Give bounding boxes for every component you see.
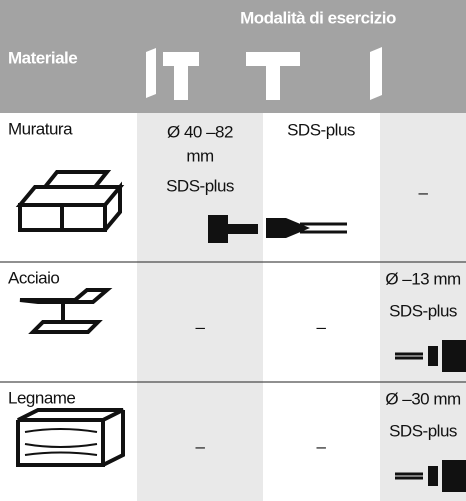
- cell-text: –: [196, 317, 206, 336]
- cell-text: Ø –30 mm: [385, 389, 461, 408]
- material-label: Legname: [8, 388, 75, 407]
- icon-steel: [19, 288, 113, 334]
- icon-chisel-tool: [266, 218, 347, 238]
- icon-drill-bit: [395, 460, 466, 492]
- header-band: [0, 0, 466, 113]
- cell-text: Ø 40 –82: [167, 122, 233, 141]
- icon-drill: [370, 47, 382, 100]
- column-shade: [380, 113, 466, 501]
- header-material: Materiale: [8, 48, 77, 67]
- cell-text: –: [317, 317, 327, 336]
- cell-text: Ø –13 mm: [385, 269, 461, 288]
- cell-text: –: [196, 437, 206, 456]
- column-shade: [137, 113, 263, 501]
- cell-text: SDS-plus: [389, 421, 457, 440]
- cell-text: –: [317, 437, 327, 456]
- header-title: Modalità di esercizio: [240, 8, 396, 27]
- icon-bricks: [15, 170, 125, 232]
- icon-core-bit: [208, 215, 258, 243]
- cell-text: mm: [186, 146, 214, 165]
- cell-text: SDS-plus: [287, 120, 355, 139]
- icon-hammer-drill: [146, 48, 199, 100]
- cell-text: SDS-plus: [389, 301, 457, 320]
- cell-text: SDS-plus: [166, 176, 234, 195]
- cell-text: –: [419, 183, 429, 202]
- icon-chisel: [246, 52, 300, 100]
- icon-wood: [16, 408, 125, 467]
- material-label: Muratura: [8, 119, 73, 138]
- icon-drill-bit: [395, 340, 466, 372]
- material-label: Acciaio: [8, 268, 59, 287]
